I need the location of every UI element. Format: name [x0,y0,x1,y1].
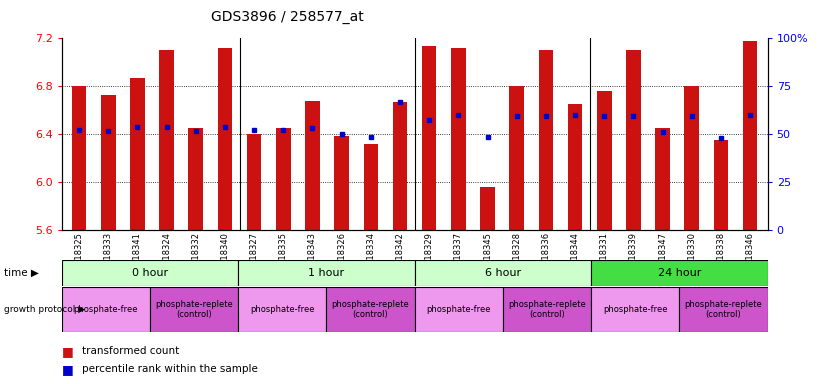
Bar [305,101,320,230]
Text: 1 hour: 1 hour [308,268,345,278]
Bar [626,50,640,230]
Bar [62,260,238,286]
Text: phosphate-free: phosphate-free [250,305,314,314]
Bar [327,287,415,332]
Bar [392,102,407,230]
Bar [101,95,116,230]
Bar [591,260,768,286]
Bar [71,86,86,230]
Text: percentile rank within the sample: percentile rank within the sample [82,364,258,374]
Text: ■: ■ [62,363,73,376]
Bar [451,48,466,230]
Bar [62,287,149,332]
Text: 0 hour: 0 hour [131,268,168,278]
Bar [680,287,768,332]
Text: 24 hour: 24 hour [658,268,701,278]
Text: phosphate-free: phosphate-free [73,305,138,314]
Bar [238,287,327,332]
Bar [334,136,349,230]
Bar [597,91,612,230]
Bar [568,104,582,230]
Bar [539,50,553,230]
Bar [713,141,728,230]
Bar [131,78,144,230]
Bar [247,134,261,230]
Bar [743,41,758,230]
Text: phosphate-free: phosphate-free [426,305,491,314]
Bar [364,144,378,230]
Bar [509,86,524,230]
Bar [149,287,238,332]
Text: 6 hour: 6 hour [484,268,521,278]
Bar [189,128,203,230]
Bar [218,48,232,230]
Text: phosphate-replete
(control): phosphate-replete (control) [155,300,233,319]
Text: phosphate-replete
(control): phosphate-replete (control) [508,300,586,319]
Bar [591,287,680,332]
Bar [480,187,495,230]
Text: time ▶: time ▶ [4,268,39,278]
Bar [422,46,437,230]
Text: growth protocol ▶: growth protocol ▶ [4,305,85,314]
Text: phosphate-free: phosphate-free [603,305,667,314]
Bar [502,287,591,332]
Text: transformed count: transformed count [82,346,179,356]
Text: phosphate-replete
(control): phosphate-replete (control) [685,300,763,319]
Bar [238,260,415,286]
Text: ■: ■ [62,345,73,358]
Text: phosphate-replete
(control): phosphate-replete (control) [332,300,410,319]
Bar [415,287,502,332]
Text: GDS3896 / 258577_at: GDS3896 / 258577_at [211,10,364,23]
Bar [685,86,699,230]
Bar [276,128,291,230]
Bar [415,260,591,286]
Bar [159,50,174,230]
Bar [655,128,670,230]
